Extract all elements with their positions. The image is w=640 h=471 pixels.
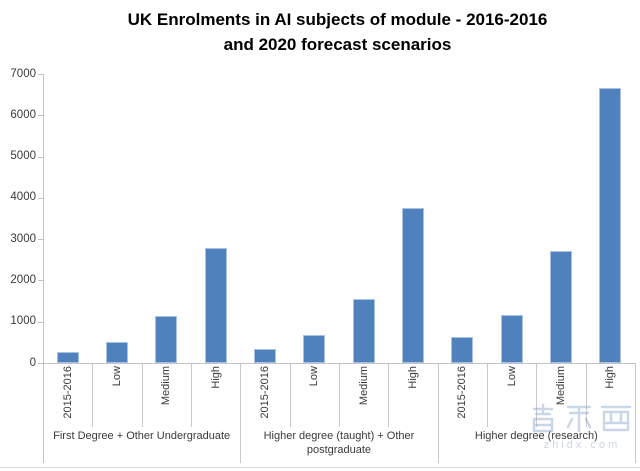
y-axis-tick-mark — [38, 156, 43, 158]
bar — [303, 334, 326, 363]
y-axis-tick-mark — [38, 115, 43, 117]
category-divider — [289, 363, 291, 427]
image-bottom-border — [0, 467, 640, 468]
bar — [254, 348, 276, 364]
y-axis-line — [43, 74, 44, 463]
group-divider — [240, 363, 242, 463]
group-divider — [437, 363, 439, 463]
chart-title-line1: UK Enrolments in AI subjects of module -… — [127, 10, 548, 29]
y-axis-tick-label: 2000 — [10, 273, 36, 286]
y-axis-tick-label: 3000 — [10, 232, 36, 245]
category-label: Low — [92, 365, 141, 423]
bar — [451, 337, 474, 363]
category-label: Medium — [142, 365, 191, 423]
bar — [106, 342, 128, 363]
y-axis-tick-label: 0 — [29, 356, 36, 369]
category-label-text: 2015-2016 — [456, 366, 469, 419]
category-label-text: High — [406, 366, 419, 389]
y-axis-tick-label: 5000 — [10, 150, 36, 163]
category-label: High — [388, 365, 437, 423]
y-axis-tick-label: 4000 — [10, 191, 36, 204]
category-label-text: Low — [308, 366, 321, 387]
category-divider — [191, 363, 192, 427]
bar — [599, 88, 622, 363]
category-label-text: 2015-2016 — [61, 366, 74, 419]
category-label-text: Medium — [357, 366, 370, 406]
y-axis-tick-mark — [38, 197, 43, 199]
category-divider — [141, 363, 143, 427]
y-axis-tick-label: 6000 — [10, 108, 36, 121]
category-label: 2015-2016 — [240, 365, 289, 423]
watermark-site-text: zhidx.com — [543, 439, 621, 451]
bar — [402, 208, 424, 363]
category-divider — [487, 363, 488, 427]
watermark: zhidx.com — [526, 403, 638, 451]
y-axis-tick-mark — [38, 321, 43, 323]
y-axis-tick-label: 7000 — [10, 67, 36, 80]
group-label: First Degree + Other Undergraduate — [53, 430, 231, 442]
category-label: Medium — [339, 365, 388, 423]
category-divider — [536, 363, 538, 427]
zhidx-logo-icon — [532, 403, 632, 433]
category-label-text: 2015-2016 — [258, 366, 271, 419]
group-label: Higher degree (research) — [474, 430, 598, 442]
y-axis-tick-mark — [38, 74, 43, 75]
bar — [500, 314, 523, 363]
category-label: 2015-2016 — [43, 365, 92, 423]
chart-title-line2: and 2020 forecast scenarios — [223, 35, 452, 54]
group-label: Higher degree (taught) + Other postgradu… — [263, 430, 415, 456]
category-divider — [92, 363, 94, 427]
category-label-text: Low — [505, 366, 518, 387]
category-label: 2015-2016 — [438, 365, 487, 423]
category-divider — [388, 363, 390, 427]
group-divider — [635, 363, 636, 463]
category-label: High — [191, 365, 240, 423]
bar — [56, 351, 79, 363]
y-axis-tick-mark — [38, 280, 43, 282]
category-divider — [585, 363, 587, 427]
chart-title: UK Enrolments in AI subjects of module -… — [35, 7, 640, 57]
y-axis-tick-label: 1000 — [10, 315, 36, 328]
category-label: Low — [290, 365, 339, 423]
y-axis-tick-mark — [38, 363, 43, 364]
category-divider — [339, 363, 340, 427]
category-label-text: High — [209, 366, 222, 389]
bar — [550, 250, 572, 363]
category-label-text: Medium — [160, 366, 173, 406]
bar — [352, 299, 375, 363]
bar — [204, 248, 227, 363]
bar — [155, 315, 178, 363]
category-label-text: Low — [110, 366, 123, 387]
y-axis-tick-mark — [38, 239, 43, 241]
